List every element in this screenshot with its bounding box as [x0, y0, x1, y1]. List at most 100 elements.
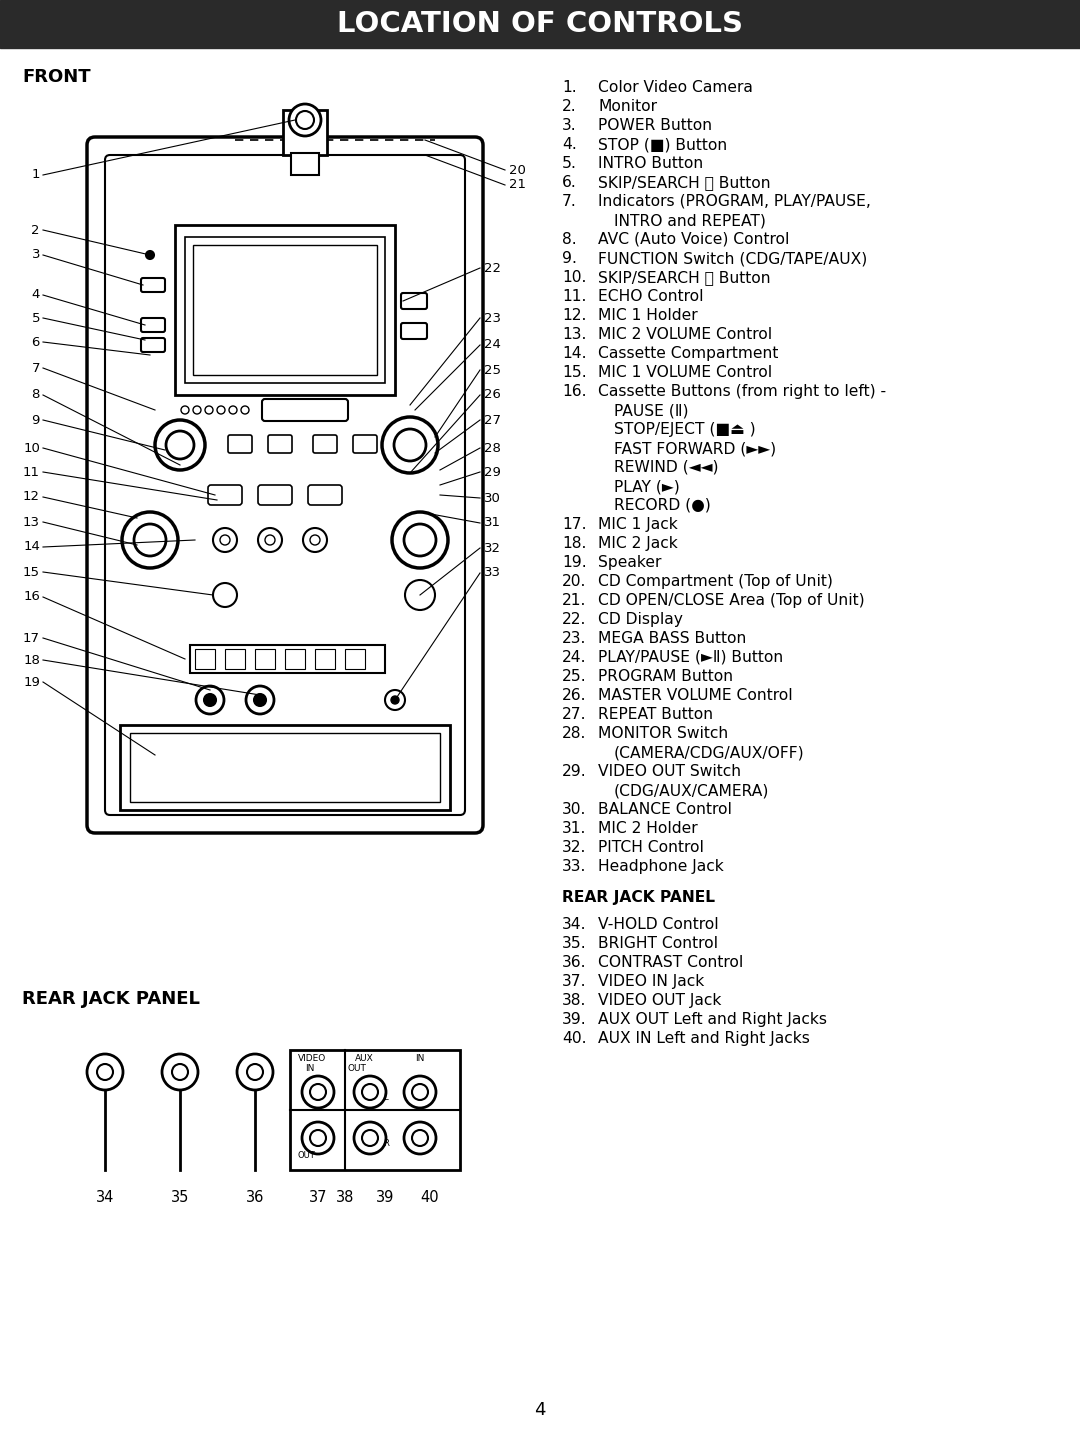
Text: MIC 1 Jack: MIC 1 Jack	[598, 517, 678, 531]
Text: 38.: 38.	[562, 992, 586, 1008]
Bar	[255, 649, 275, 670]
Text: 27: 27	[484, 413, 501, 426]
Text: IN: IN	[305, 1064, 314, 1073]
Bar	[291, 153, 319, 176]
Text: 26.: 26.	[562, 688, 586, 703]
Circle shape	[310, 536, 320, 544]
Text: 4: 4	[31, 288, 40, 301]
Text: 11.: 11.	[562, 289, 586, 304]
Bar	[285, 649, 305, 670]
Circle shape	[362, 1084, 378, 1100]
Circle shape	[289, 104, 321, 135]
Circle shape	[166, 431, 194, 459]
Text: 30.: 30.	[562, 802, 586, 816]
Circle shape	[193, 406, 201, 415]
Circle shape	[146, 251, 154, 259]
Text: 39: 39	[376, 1189, 394, 1205]
FancyBboxPatch shape	[258, 485, 292, 505]
FancyBboxPatch shape	[268, 435, 292, 454]
Text: (CAMERA/CDG/AUX/OFF): (CAMERA/CDG/AUX/OFF)	[615, 744, 805, 760]
Text: 7.: 7.	[562, 194, 577, 209]
FancyBboxPatch shape	[313, 435, 337, 454]
Text: V-HOLD Control: V-HOLD Control	[598, 917, 718, 932]
Text: 18: 18	[23, 654, 40, 667]
Text: STOP/EJECT (■⏏ ): STOP/EJECT (■⏏ )	[615, 422, 756, 436]
Text: 36: 36	[246, 1189, 265, 1205]
FancyBboxPatch shape	[208, 485, 242, 505]
Text: POWER Button: POWER Button	[598, 118, 712, 132]
Circle shape	[254, 694, 266, 706]
Text: 32.: 32.	[562, 840, 586, 855]
Circle shape	[195, 685, 224, 714]
Text: (CDG/AUX/CAMERA): (CDG/AUX/CAMERA)	[615, 783, 769, 798]
Text: VIDEO OUT Jack: VIDEO OUT Jack	[598, 992, 721, 1008]
Text: MONITOR Switch: MONITOR Switch	[598, 726, 728, 742]
Text: 29.: 29.	[562, 765, 586, 779]
Circle shape	[156, 420, 205, 469]
FancyBboxPatch shape	[308, 485, 342, 505]
Text: MASTER VOLUME Control: MASTER VOLUME Control	[598, 688, 793, 703]
Text: AVC (Auto Voice) Control: AVC (Auto Voice) Control	[598, 232, 789, 248]
Text: CONTRAST Control: CONTRAST Control	[598, 955, 743, 969]
Bar	[190, 645, 384, 672]
Text: 6.: 6.	[562, 176, 577, 190]
Text: 1.: 1.	[562, 81, 577, 95]
Circle shape	[237, 1054, 273, 1090]
Text: Speaker: Speaker	[598, 554, 661, 570]
Circle shape	[392, 513, 448, 567]
Text: PLAY/PAUSE (►Ⅱ) Button: PLAY/PAUSE (►Ⅱ) Button	[598, 649, 783, 665]
Text: FAST FORWARD (►►): FAST FORWARD (►►)	[615, 441, 777, 456]
Text: 17.: 17.	[562, 517, 586, 531]
Text: PROGRAM Button: PROGRAM Button	[598, 670, 733, 684]
Circle shape	[134, 524, 166, 556]
Text: BALANCE Control: BALANCE Control	[598, 802, 732, 816]
Text: 2: 2	[31, 223, 40, 236]
Bar	[225, 649, 245, 670]
Text: 28.: 28.	[562, 726, 586, 742]
Text: 15: 15	[23, 566, 40, 579]
Text: CD OPEN/CLOSE Area (Top of Unit): CD OPEN/CLOSE Area (Top of Unit)	[598, 593, 865, 608]
FancyBboxPatch shape	[353, 435, 377, 454]
Text: VIDEO IN Jack: VIDEO IN Jack	[598, 973, 704, 989]
Text: LOCATION OF CONTROLS: LOCATION OF CONTROLS	[337, 10, 743, 37]
Bar	[315, 649, 335, 670]
Text: 32: 32	[484, 541, 501, 554]
Circle shape	[391, 696, 399, 704]
Text: Cassette Compartment: Cassette Compartment	[598, 346, 779, 361]
Text: REWIND (◄◄): REWIND (◄◄)	[615, 459, 718, 475]
Text: 23.: 23.	[562, 631, 586, 647]
FancyBboxPatch shape	[141, 278, 165, 292]
Circle shape	[404, 1122, 436, 1153]
Text: 4: 4	[535, 1401, 545, 1418]
Text: OUT: OUT	[348, 1064, 367, 1073]
Text: CD Display: CD Display	[598, 612, 683, 626]
Text: 31: 31	[484, 517, 501, 530]
Text: 7: 7	[31, 361, 40, 374]
Bar	[130, 733, 440, 802]
FancyBboxPatch shape	[228, 435, 252, 454]
Text: 4.: 4.	[562, 137, 577, 153]
Text: 17: 17	[23, 632, 40, 645]
Text: Color Video Camera: Color Video Camera	[598, 81, 753, 95]
Text: RECORD (●): RECORD (●)	[615, 498, 711, 513]
Text: 19: 19	[23, 675, 40, 688]
Text: 23: 23	[484, 311, 501, 324]
Text: BRIGHT Control: BRIGHT Control	[598, 936, 718, 950]
Text: 22: 22	[484, 262, 501, 275]
Text: 12: 12	[23, 491, 40, 504]
FancyBboxPatch shape	[262, 399, 348, 420]
Text: INTRO Button: INTRO Button	[598, 156, 703, 171]
Text: 8.: 8.	[562, 232, 577, 248]
Circle shape	[310, 1130, 326, 1146]
Text: 11: 11	[23, 465, 40, 478]
Text: 16.: 16.	[562, 384, 586, 399]
Circle shape	[404, 1076, 436, 1107]
Bar	[185, 238, 384, 383]
Text: 9.: 9.	[562, 251, 577, 266]
Text: 34.: 34.	[562, 917, 586, 932]
Text: REAR JACK PANEL: REAR JACK PANEL	[562, 890, 715, 904]
Text: REPEAT Button: REPEAT Button	[598, 707, 713, 721]
Text: 1: 1	[31, 168, 40, 181]
Circle shape	[362, 1130, 378, 1146]
Text: 27.: 27.	[562, 707, 586, 721]
